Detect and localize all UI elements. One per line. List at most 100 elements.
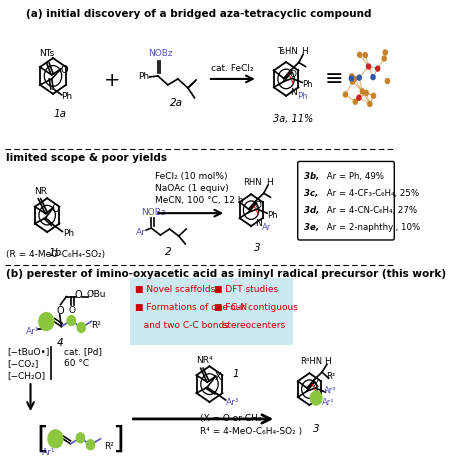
- Text: NTs: NTs: [39, 48, 55, 57]
- Text: NR: NR: [34, 187, 47, 196]
- Circle shape: [371, 74, 375, 80]
- Text: (X = O or CH₂: (X = O or CH₂: [200, 414, 261, 423]
- Text: O: O: [60, 65, 68, 75]
- Text: (a) initial discovery of a bridged aza-tetracyclic compound: (a) initial discovery of a bridged aza-t…: [26, 9, 372, 19]
- Text: Ph: Ph: [267, 210, 277, 219]
- Text: Ph: Ph: [297, 92, 307, 101]
- Circle shape: [375, 66, 380, 71]
- Text: 1b: 1b: [49, 248, 62, 258]
- Circle shape: [363, 53, 367, 58]
- Text: Ar³: Ar³: [226, 398, 239, 407]
- Circle shape: [48, 430, 63, 448]
- Text: R⁴ = 4-MeO-C₆H₄-SO₂ ): R⁴ = 4-MeO-C₆H₄-SO₂ ): [200, 428, 301, 437]
- Text: +: +: [104, 72, 120, 91]
- Text: Ph: Ph: [61, 92, 72, 101]
- Text: X: X: [215, 372, 221, 382]
- Text: Ar = Ph, 49%: Ar = Ph, 49%: [324, 172, 384, 181]
- Circle shape: [67, 316, 75, 326]
- Text: ]: ]: [112, 424, 124, 453]
- Text: 3d,: 3d,: [304, 206, 320, 215]
- Text: cat. FeCl₂: cat. FeCl₂: [211, 64, 254, 73]
- Circle shape: [349, 76, 354, 81]
- Circle shape: [310, 391, 322, 405]
- Text: R²: R²: [326, 372, 335, 381]
- Text: O: O: [255, 201, 261, 210]
- FancyBboxPatch shape: [130, 278, 293, 346]
- Text: R²: R²: [91, 321, 101, 330]
- Text: NaOAc (1 equiv): NaOAc (1 equiv): [155, 184, 229, 193]
- Text: Ar: Ar: [136, 228, 146, 237]
- Text: 3: 3: [313, 424, 319, 434]
- Circle shape: [383, 50, 387, 55]
- FancyBboxPatch shape: [298, 162, 394, 240]
- Text: Ph: Ph: [63, 229, 74, 238]
- Text: ■ DFT studies: ■ DFT studies: [214, 285, 278, 294]
- Text: Ar = 2-naphthyl, 10%: Ar = 2-naphthyl, 10%: [324, 223, 420, 232]
- Text: limited scope & poor yields: limited scope & poor yields: [6, 154, 166, 164]
- Text: Ar: Ar: [263, 223, 272, 232]
- Text: 3b,: 3b,: [304, 172, 320, 181]
- Circle shape: [86, 440, 95, 450]
- Text: ■ Four contiguous: ■ Four contiguous: [214, 303, 298, 312]
- Text: stereocenters: stereocenters: [214, 321, 285, 330]
- Text: NR⁴: NR⁴: [196, 356, 212, 365]
- Circle shape: [76, 433, 85, 443]
- Text: and two C-C bonds: and two C-C bonds: [135, 321, 228, 330]
- Circle shape: [368, 101, 372, 107]
- Text: Ar = 4-CN-C₆H₄, 27%: Ar = 4-CN-C₆H₄, 27%: [324, 206, 418, 215]
- Circle shape: [357, 52, 362, 57]
- Text: 3a, 11%: 3a, 11%: [273, 114, 313, 124]
- Circle shape: [357, 75, 361, 80]
- Text: FeCl₂ (10 mol%): FeCl₂ (10 mol%): [155, 173, 228, 182]
- Text: R²: R²: [104, 442, 114, 451]
- Text: MeCN, 100 °C, 12 h: MeCN, 100 °C, 12 h: [155, 196, 244, 205]
- Circle shape: [352, 76, 356, 82]
- Text: Ar¹: Ar¹: [322, 398, 335, 407]
- Text: N: N: [255, 219, 262, 228]
- Text: cat. [Pd]: cat. [Pd]: [64, 347, 102, 356]
- Circle shape: [382, 56, 386, 61]
- Circle shape: [385, 79, 390, 83]
- Text: 1: 1: [233, 369, 239, 379]
- Text: Ar¹: Ar¹: [42, 448, 55, 457]
- Text: [−CO₂]: [−CO₂]: [7, 359, 38, 368]
- Text: 1a: 1a: [53, 109, 66, 118]
- Text: O: O: [52, 204, 60, 214]
- Circle shape: [357, 95, 361, 100]
- Text: ■ Formations of one C-N: ■ Formations of one C-N: [135, 303, 246, 312]
- Text: [: [: [36, 424, 48, 453]
- Text: Ar = 4-CF₃-C₆H₄, 25%: Ar = 4-CF₃-C₆H₄, 25%: [324, 189, 419, 198]
- Circle shape: [364, 91, 368, 95]
- Text: 2a: 2a: [170, 98, 182, 108]
- Circle shape: [353, 99, 357, 104]
- Text: H: H: [324, 357, 331, 366]
- Text: TsHN: TsHN: [277, 46, 298, 55]
- Circle shape: [350, 74, 354, 79]
- Circle shape: [77, 322, 85, 332]
- Text: N: N: [291, 88, 297, 97]
- Text: O: O: [57, 306, 64, 316]
- Text: Ph: Ph: [138, 73, 149, 82]
- Text: [−tBuO•]: [−tBuO•]: [7, 347, 50, 356]
- Text: 3e,: 3e,: [304, 223, 319, 232]
- Text: Ar¹: Ar¹: [26, 327, 40, 336]
- Text: H: H: [301, 46, 308, 55]
- Text: O: O: [86, 290, 93, 299]
- Text: (R = 4-MeO-C₆H₄-SO₂): (R = 4-MeO-C₆H₄-SO₂): [6, 250, 105, 259]
- Text: N•: N•: [48, 434, 63, 444]
- Text: RHN: RHN: [244, 178, 262, 187]
- Text: O: O: [69, 306, 76, 315]
- Text: R⁴HN: R⁴HN: [300, 357, 322, 366]
- Text: N: N: [313, 393, 319, 402]
- Text: ᵗBu: ᵗBu: [92, 290, 107, 299]
- Text: 4: 4: [56, 338, 63, 348]
- Circle shape: [372, 93, 375, 98]
- Text: 2: 2: [164, 247, 171, 257]
- Text: ■ Novel scaffolds: ■ Novel scaffolds: [135, 285, 215, 294]
- Circle shape: [343, 92, 347, 97]
- Text: O: O: [74, 290, 82, 300]
- Text: X: X: [313, 380, 319, 389]
- Circle shape: [350, 79, 355, 84]
- Circle shape: [39, 312, 54, 330]
- Text: 3: 3: [255, 243, 261, 253]
